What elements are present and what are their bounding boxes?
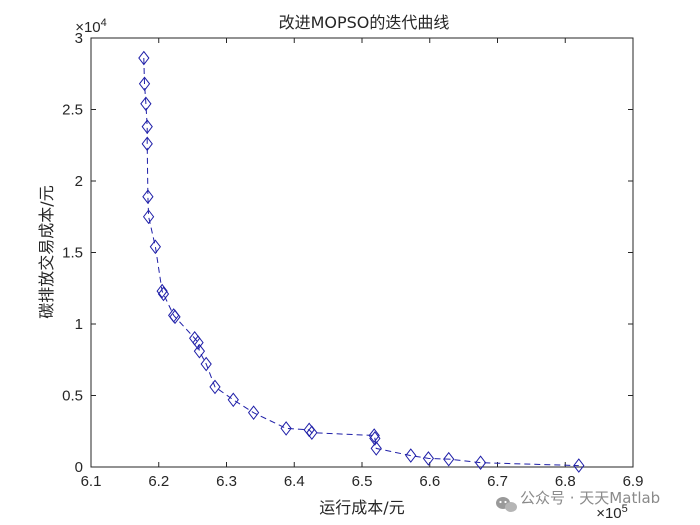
x-tick-label: 6.4 bbox=[284, 473, 305, 490]
x-exponent-label: ×105 bbox=[596, 503, 628, 522]
x-tick-label: 6.8 bbox=[555, 473, 576, 490]
y-multiplier-text: ×10 bbox=[75, 19, 100, 36]
y-tick-label: 3 bbox=[75, 30, 83, 47]
y-tick-label: 0 bbox=[75, 459, 83, 476]
y-axis-label: 碳排放交易成本/元 bbox=[37, 185, 56, 318]
y-tick-label: 2.5 bbox=[62, 102, 83, 119]
data-point-diamond bbox=[169, 309, 181, 325]
data-point-diamond bbox=[443, 451, 455, 467]
data-point-diamond bbox=[141, 136, 153, 152]
data-point-diamond bbox=[149, 239, 161, 255]
y-tick-label: 1.5 bbox=[62, 245, 83, 262]
data-point-diamond bbox=[200, 356, 212, 372]
y-exponent-label: ×104 bbox=[75, 17, 107, 36]
data-point-diamond bbox=[370, 441, 382, 456]
data-point-diamond bbox=[247, 405, 260, 420]
data-point-diamond bbox=[405, 448, 417, 463]
x-tick-label: 6.6 bbox=[419, 473, 440, 490]
data-point-diamond bbox=[140, 96, 152, 112]
chart-title: 改进MOPSO的迭代曲线 bbox=[279, 13, 450, 32]
x-exponent-text: 5 bbox=[622, 503, 628, 515]
data-point-diamond bbox=[141, 119, 153, 134]
x-tick-label: 6.9 bbox=[623, 473, 644, 490]
watermark-text: 公众号 · 天天Matlab bbox=[520, 489, 660, 507]
data-point-diamond bbox=[422, 451, 435, 466]
x-axis-label: 运行成本/元 bbox=[319, 498, 404, 517]
data-point-diamond bbox=[368, 428, 380, 443]
y-tick-label: 0.5 bbox=[62, 388, 83, 405]
x-tick-label: 6.1 bbox=[81, 473, 102, 490]
data-point-diamond bbox=[280, 421, 292, 436]
y-tick-label: 2 bbox=[75, 173, 83, 190]
data-point-diamond bbox=[474, 455, 487, 471]
data-point-diamond bbox=[227, 392, 239, 408]
data-point-diamond bbox=[156, 283, 168, 299]
series-line bbox=[143, 57, 579, 467]
x-axis: 6.1 6.2 6.3 6.4 6.5 6.6 6.7 6.8 6.9 bbox=[81, 38, 644, 490]
data-point-diamond bbox=[369, 431, 381, 446]
data-point-diamond bbox=[138, 50, 150, 66]
data-point-diamond bbox=[138, 76, 151, 92]
data-point-diamond bbox=[157, 286, 170, 302]
data-point-diamond bbox=[142, 189, 154, 205]
wechat-icon bbox=[496, 497, 517, 512]
x-multiplier-text: ×10 bbox=[596, 505, 621, 522]
data-point-diamond bbox=[209, 379, 221, 395]
x-tick-label: 6.7 bbox=[487, 473, 508, 490]
series-layer bbox=[138, 50, 585, 473]
watermark: 公众号 · 天天Matlab bbox=[496, 489, 660, 512]
data-point-diamond bbox=[306, 425, 318, 441]
data-point-diamond bbox=[573, 458, 585, 473]
data-point-diamond bbox=[142, 209, 155, 225]
x-tick-label: 6.3 bbox=[216, 473, 237, 490]
y-tick-label: 1 bbox=[75, 316, 83, 333]
data-point-diamond bbox=[193, 343, 206, 359]
plot-area bbox=[90, 37, 634, 468]
x-tick-label: 6.2 bbox=[148, 473, 169, 490]
y-axis: 0 0.5 1 1.5 2 2.5 3 bbox=[62, 30, 633, 476]
data-point-diamond bbox=[192, 335, 204, 350]
x-tick-label: 6.5 bbox=[352, 473, 373, 490]
y-exponent-text: 4 bbox=[101, 17, 107, 29]
